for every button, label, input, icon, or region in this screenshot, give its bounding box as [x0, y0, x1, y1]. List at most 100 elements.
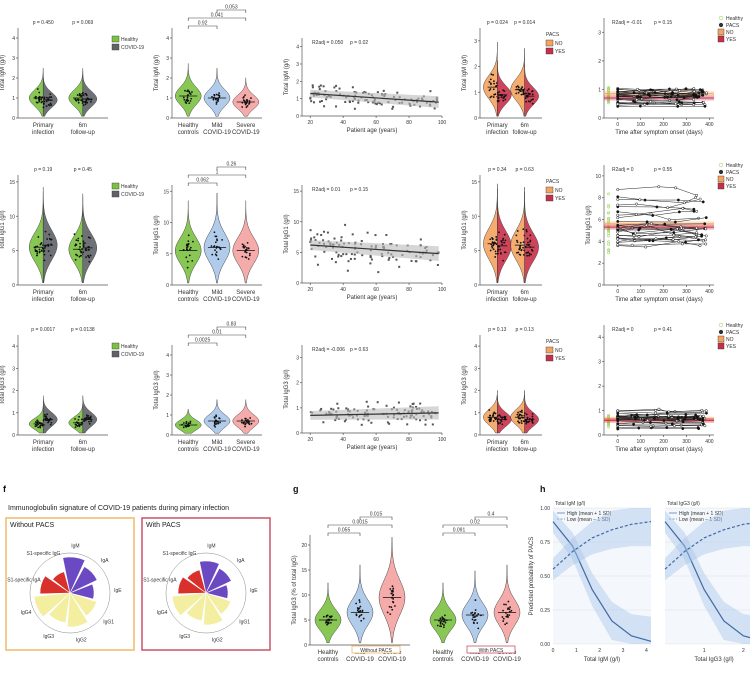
healthy-point [607, 234, 610, 238]
data-point [211, 95, 213, 98]
patient-point [666, 95, 670, 99]
data-point [36, 421, 39, 424]
data-point [520, 249, 523, 252]
patient-point [649, 424, 653, 428]
data-point [244, 103, 247, 106]
data-point [497, 421, 500, 424]
data-point [247, 258, 250, 260]
probability-curve [552, 521, 652, 570]
patient-trajectory [617, 424, 702, 427]
x-tick-label: 80 [406, 120, 412, 126]
data-point [441, 616, 444, 619]
data-point [353, 257, 356, 260]
data-point [439, 622, 442, 625]
patient-trajectory [617, 88, 702, 93]
y-tick-label: 1 [296, 97, 299, 103]
data-point [338, 87, 341, 90]
rose-sector [62, 556, 86, 594]
legend-swatch [717, 28, 725, 36]
data-point [388, 257, 391, 260]
data-point [491, 246, 494, 249]
y-tick-label: 10 [163, 221, 169, 227]
x-tick-label: 400 [705, 122, 714, 128]
data-point [424, 423, 427, 426]
healthy-point [607, 225, 610, 228]
data-point [370, 421, 373, 424]
data-point [419, 419, 422, 422]
data-point [87, 254, 89, 257]
data-point [474, 618, 477, 621]
data-point [440, 625, 443, 628]
patient-point [675, 227, 679, 231]
patient-trajectory [617, 416, 698, 418]
patient-point [616, 243, 620, 247]
violin-right [42, 187, 58, 284]
x-tick-label: 20 [307, 437, 313, 443]
data-point [508, 614, 511, 617]
patient-point [645, 220, 649, 224]
data-point [493, 82, 496, 85]
y-tick-label: 4 [598, 335, 601, 341]
y-tick-label: 15 [471, 180, 477, 186]
patient-point [701, 239, 705, 243]
data-point [88, 420, 90, 423]
data-point [38, 95, 41, 98]
y-axis-label: Total IgG1 (g/l) [0, 210, 6, 249]
data-point [521, 409, 523, 412]
data-point [345, 407, 348, 410]
violin [203, 67, 231, 117]
patient-point [671, 91, 675, 95]
patient-trajectory [617, 223, 697, 229]
x-tick-label: 400 [705, 439, 714, 445]
data-point [245, 246, 248, 249]
bracket-p-label: 0.0015 [352, 520, 368, 526]
legend-swatch [717, 35, 725, 43]
data-point [389, 613, 392, 616]
data-point [78, 425, 81, 428]
data-point [531, 415, 534, 418]
data-point [46, 413, 49, 416]
legend-title: PACS [546, 32, 560, 38]
patient-point [674, 102, 678, 106]
data-point [249, 417, 252, 419]
data-point [490, 417, 493, 420]
legend-swatch [545, 47, 554, 55]
patient-point [692, 92, 696, 96]
legend-label: NO [726, 337, 734, 343]
data-point [73, 233, 76, 236]
patient-trajectory [617, 411, 703, 414]
data-point [310, 237, 313, 240]
data-point [82, 91, 84, 94]
rose-sector-label: S1-specific IgG [27, 551, 61, 557]
significance-bracket [216, 166, 247, 170]
y-tick-label: 3 [12, 366, 15, 372]
data-point [520, 422, 523, 424]
data-point [243, 246, 245, 249]
data-point [503, 251, 506, 254]
data-point [90, 420, 93, 423]
data-point [523, 412, 526, 415]
rose-sector [186, 569, 207, 594]
data-point [507, 600, 510, 603]
legend-swatch [545, 194, 554, 202]
y-tick-label: 0 [296, 114, 299, 120]
legend-swatch [545, 186, 554, 194]
data-point [320, 100, 323, 103]
legend-swatch [717, 182, 725, 190]
data-point [187, 240, 190, 243]
patient-trajectory [617, 208, 697, 216]
rose-sector-label: IgG3 [43, 634, 54, 640]
y-tick-label: 2 [598, 384, 601, 390]
data-point [527, 244, 530, 247]
x-category-label: COVID-19 [203, 447, 231, 453]
data-point [528, 252, 531, 255]
healthy-point [607, 205, 610, 209]
patient-point [645, 413, 649, 417]
violin [232, 200, 260, 284]
y-tick-label: 4 [474, 344, 477, 350]
patient-point [648, 421, 652, 424]
x-category-label: COVID-19 [203, 130, 231, 136]
bracket-p-label: 0.041 [211, 13, 224, 19]
data-point [436, 263, 439, 266]
